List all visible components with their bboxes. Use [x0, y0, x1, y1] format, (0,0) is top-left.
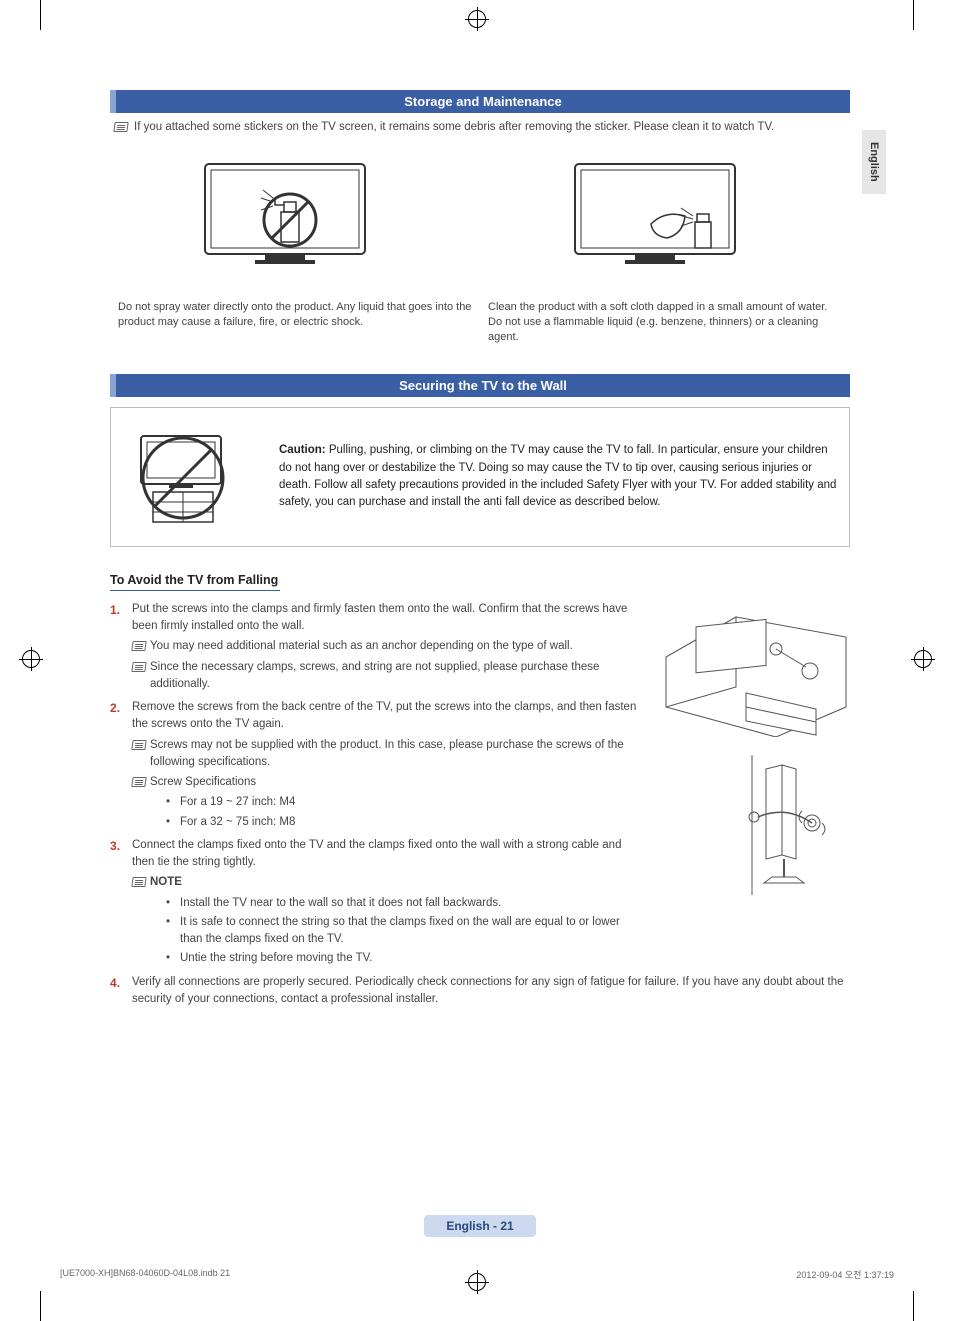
step-3-note-label: NOTE: [132, 874, 640, 891]
step-4-text: Verify all connections are properly secu…: [132, 976, 844, 1005]
page-footer: English - 21: [110, 1215, 850, 1237]
step-2-bullet-2: For a 32 ~ 75 inch: M8: [166, 814, 640, 831]
step-1-note-2-text: Since the necessary clamps, screws, and …: [150, 661, 599, 690]
step-3-note-label-text: NOTE: [150, 876, 182, 888]
caution-body: Pulling, pushing, or climbing on the TV …: [279, 444, 836, 508]
intro-note-text: If you attached some stickers on the TV …: [134, 121, 774, 133]
crop-mark: [40, 0, 41, 30]
steps-region: Put the screws into the clamps and firml…: [110, 601, 850, 1008]
maintenance-figure-row: Do not spray water directly onto the pro…: [110, 144, 850, 346]
step-1: Put the screws into the clamps and firml…: [110, 601, 850, 693]
tv-tip-over-illustration: [123, 422, 263, 532]
caution-lead: Caution:: [279, 444, 326, 456]
maintenance-left-caption: Do not spray water directly onto the pro…: [118, 300, 472, 331]
step-2-note-2: Screw Specifications: [132, 774, 640, 791]
print-file-info: [UE7000-XH]BN68-04060D-04L08.indb 21: [60, 1268, 230, 1281]
step-3: Connect the clamps fixed onto the TV and…: [110, 837, 850, 968]
registration-mark-icon: [22, 650, 40, 668]
subheading-avoid-fall: To Avoid the TV from Falling: [110, 573, 280, 591]
note-icon: [131, 641, 146, 651]
section-heading-storage: Storage and Maintenance: [110, 90, 850, 113]
manual-page: Storage and Maintenance If you attached …: [110, 90, 850, 1014]
caution-box: Caution: Pulling, pushing, or climbing o…: [110, 407, 850, 547]
print-metadata: [UE7000-XH]BN68-04060D-04L08.indb 21 201…: [60, 1268, 894, 1281]
step-3-bullet-1: Install the TV near to the wall so that …: [166, 895, 640, 912]
crop-mark: [913, 1291, 914, 1321]
step-2-text: Remove the screws from the back centre o…: [132, 701, 636, 730]
step-4: Verify all connections are properly secu…: [110, 974, 850, 1009]
note-icon: [131, 877, 146, 887]
maintenance-right-cell: Clean the product with a soft cloth dapp…: [480, 144, 850, 346]
step-2-bullet-1: For a 19 ~ 27 inch: M4: [166, 794, 640, 811]
maintenance-right-caption: Clean the product with a soft cloth dapp…: [488, 300, 842, 346]
note-icon: [113, 122, 128, 132]
page-number-pill: English - 21: [424, 1215, 535, 1237]
step-3-text: Connect the clamps fixed onto the TV and…: [132, 839, 621, 868]
step-2: Remove the screws from the back centre o…: [110, 699, 850, 831]
step-1-note-2: Since the necessary clamps, screws, and …: [132, 659, 640, 694]
note-icon: [131, 777, 146, 787]
step-3-bullet-3: Untie the string before moving the TV.: [166, 950, 640, 967]
note-icon: [131, 740, 146, 750]
tv-clean-cloth-illustration: [488, 144, 842, 294]
step-1-note-1-text: You may need additional material such as…: [150, 640, 573, 652]
maintenance-left-cell: Do not spray water directly onto the pro…: [110, 144, 480, 346]
step-2-note-1-text: Screws may not be supplied with the prod…: [150, 739, 624, 768]
step-1-text: Put the screws into the clamps and firml…: [132, 603, 627, 632]
step-2-note-1: Screws may not be supplied with the prod…: [132, 737, 640, 772]
section-heading-securing: Securing the TV to the Wall: [110, 374, 850, 397]
step-3-bullet-2: It is safe to connect the string so that…: [166, 914, 640, 949]
print-timestamp: 2012-09-04 오전 1:37:19: [796, 1268, 894, 1281]
note-icon: [131, 662, 146, 672]
crop-mark: [40, 1291, 41, 1321]
tv-no-spray-illustration: [118, 144, 472, 294]
registration-mark-icon: [468, 10, 486, 28]
crop-mark: [913, 0, 914, 30]
language-tab: English: [862, 130, 886, 194]
step-1-note-1: You may need additional material such as…: [132, 638, 640, 655]
registration-mark-icon: [914, 650, 932, 668]
steps-list: Put the screws into the clamps and firml…: [110, 601, 850, 1008]
intro-note: If you attached some stickers on the TV …: [114, 119, 850, 136]
caution-text: Caution: Pulling, pushing, or climbing o…: [279, 442, 837, 511]
step-2-note-2-text: Screw Specifications: [150, 776, 256, 788]
